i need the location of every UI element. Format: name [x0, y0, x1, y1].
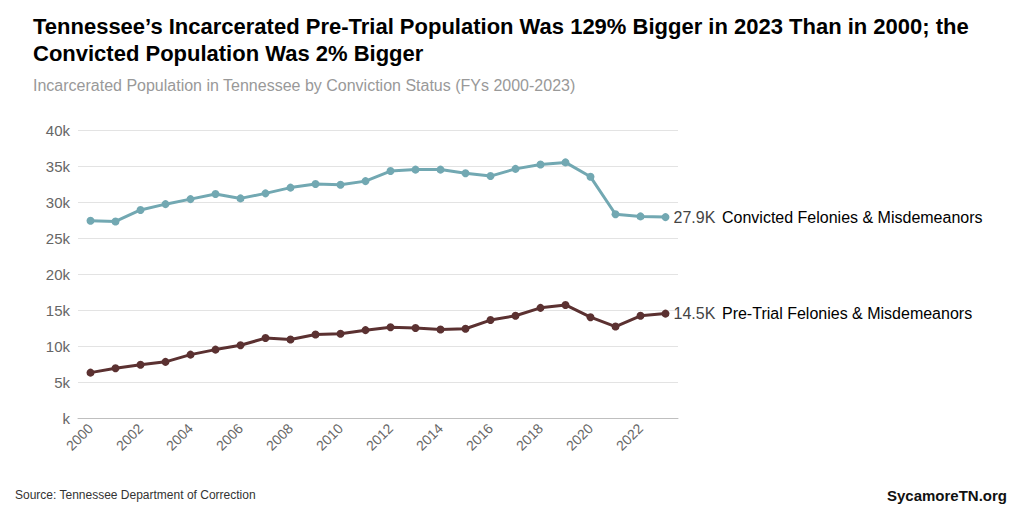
svg-text:Pre-Trial Felonies & Misdemean: Pre-Trial Felonies & Misdemeanors — [722, 305, 972, 322]
svg-text:2018: 2018 — [513, 420, 546, 453]
svg-text:2004: 2004 — [163, 420, 196, 453]
svg-text:40k: 40k — [46, 122, 71, 139]
svg-text:20k: 20k — [46, 266, 71, 283]
svg-text:2010: 2010 — [313, 420, 346, 453]
svg-text:5k: 5k — [54, 374, 70, 391]
svg-text:Source: Tennessee Department o: Source: Tennessee Department of Correcti… — [15, 488, 256, 502]
svg-text:Convicted Felonies & Misdemean: Convicted Felonies & Misdemeanors — [722, 209, 983, 226]
svg-text:30k: 30k — [46, 194, 71, 211]
svg-text:Convicted Population Was 2% Bi: Convicted Population Was 2% Bigger — [33, 41, 424, 66]
svg-text:2008: 2008 — [263, 420, 296, 453]
svg-text:2022: 2022 — [613, 420, 646, 453]
svg-text:2020: 2020 — [563, 420, 596, 453]
svg-text:2014: 2014 — [413, 420, 446, 453]
svg-text:27.9K: 27.9K — [674, 209, 716, 226]
svg-text:Incarcerated Population in Ten: Incarcerated Population in Tennessee by … — [33, 77, 575, 94]
svg-text:Tennessee’s Incarcerated Pre-T: Tennessee’s Incarcerated Pre-Trial Popul… — [33, 14, 975, 39]
svg-text:SycamoreTN.org: SycamoreTN.org — [887, 487, 1007, 504]
svg-text:2000: 2000 — [63, 420, 96, 453]
svg-text:25k: 25k — [46, 230, 71, 247]
svg-text:35k: 35k — [46, 158, 71, 175]
svg-text:2006: 2006 — [213, 420, 246, 453]
svg-text:k: k — [63, 410, 71, 427]
svg-text:2012: 2012 — [363, 420, 396, 453]
svg-text:2016: 2016 — [463, 420, 496, 453]
svg-text:15k: 15k — [46, 302, 71, 319]
svg-text:10k: 10k — [46, 338, 71, 355]
svg-text:14.5K: 14.5K — [674, 305, 716, 322]
svg-text:2002: 2002 — [113, 420, 146, 453]
